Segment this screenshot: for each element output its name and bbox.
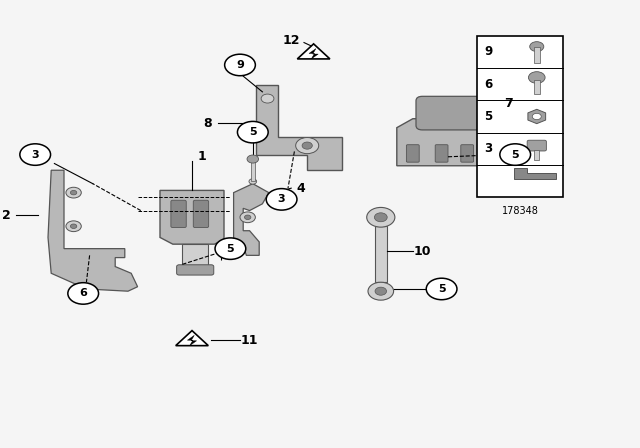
FancyBboxPatch shape (177, 265, 214, 275)
FancyBboxPatch shape (193, 200, 209, 228)
Polygon shape (528, 109, 546, 124)
FancyBboxPatch shape (527, 140, 547, 151)
Text: 2: 2 (2, 208, 11, 222)
Polygon shape (534, 80, 540, 94)
Circle shape (66, 187, 81, 198)
Circle shape (244, 215, 251, 220)
Text: 7: 7 (504, 96, 513, 110)
Text: 3: 3 (484, 142, 492, 155)
Polygon shape (256, 85, 342, 170)
Circle shape (215, 238, 246, 259)
Text: 12: 12 (282, 34, 300, 47)
Polygon shape (397, 119, 486, 166)
Circle shape (249, 179, 257, 184)
Text: 5: 5 (511, 150, 519, 159)
FancyBboxPatch shape (406, 145, 419, 162)
FancyBboxPatch shape (435, 145, 448, 162)
FancyBboxPatch shape (416, 96, 486, 130)
Polygon shape (48, 170, 138, 291)
Circle shape (426, 278, 457, 300)
Text: 3: 3 (278, 194, 285, 204)
Circle shape (225, 54, 255, 76)
FancyBboxPatch shape (461, 145, 474, 162)
Circle shape (66, 221, 81, 232)
Polygon shape (182, 244, 208, 269)
Circle shape (500, 144, 531, 165)
Circle shape (296, 138, 319, 154)
Circle shape (240, 212, 255, 223)
Circle shape (247, 155, 259, 163)
Circle shape (20, 144, 51, 165)
Circle shape (367, 207, 395, 227)
Text: 3: 3 (31, 150, 39, 159)
Circle shape (302, 142, 312, 149)
Polygon shape (375, 226, 387, 282)
Polygon shape (534, 47, 540, 63)
Circle shape (261, 94, 274, 103)
Text: 9: 9 (484, 45, 492, 59)
Text: 6: 6 (484, 78, 492, 91)
Text: 9: 9 (236, 60, 244, 70)
Circle shape (375, 287, 387, 295)
FancyBboxPatch shape (171, 200, 186, 228)
Polygon shape (534, 150, 540, 160)
Text: 5: 5 (249, 127, 257, 137)
Text: 5: 5 (438, 284, 445, 294)
Circle shape (529, 72, 545, 83)
Text: 5: 5 (484, 110, 492, 123)
Circle shape (532, 113, 541, 120)
Text: 5: 5 (227, 244, 234, 254)
Circle shape (70, 190, 77, 195)
FancyBboxPatch shape (477, 36, 563, 197)
Polygon shape (251, 161, 255, 181)
Polygon shape (176, 331, 208, 346)
Circle shape (70, 224, 77, 228)
Text: 6: 6 (79, 289, 87, 298)
Text: 1: 1 (197, 150, 206, 164)
Text: 10: 10 (413, 245, 431, 258)
Polygon shape (298, 44, 330, 59)
Circle shape (237, 121, 268, 143)
Circle shape (68, 283, 99, 304)
Text: 8: 8 (204, 116, 212, 130)
Polygon shape (515, 168, 556, 179)
Circle shape (374, 213, 387, 222)
Circle shape (368, 282, 394, 300)
Polygon shape (309, 48, 318, 59)
Text: 11: 11 (241, 334, 259, 347)
Circle shape (530, 42, 544, 52)
Text: 178348: 178348 (502, 206, 538, 215)
Polygon shape (234, 184, 269, 255)
Polygon shape (188, 335, 196, 346)
Text: 4: 4 (296, 181, 305, 195)
Polygon shape (160, 190, 224, 244)
Circle shape (266, 189, 297, 210)
